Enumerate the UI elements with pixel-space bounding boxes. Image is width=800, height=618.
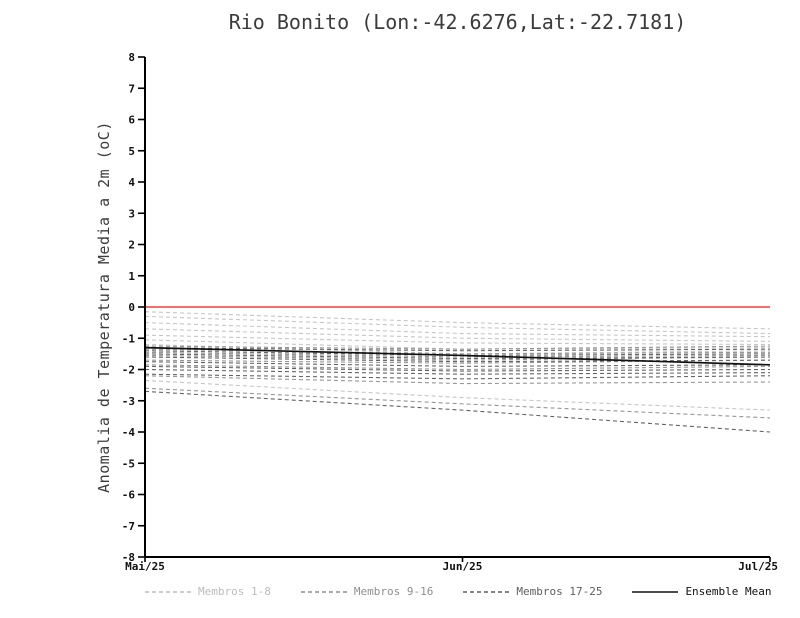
y-tick-label: 5: [128, 145, 135, 158]
y-tick-label: 8: [128, 51, 135, 64]
series-membro-15: [144, 375, 771, 385]
y-tick-label: 3: [128, 207, 135, 220]
y-tick-label: -4: [122, 426, 136, 439]
y-tick-label: 7: [128, 82, 135, 95]
series-membro-14: [144, 364, 771, 371]
legend-line-sample: [145, 590, 191, 593]
series-membro-19: [144, 353, 771, 360]
y-tick-label: 1: [128, 270, 135, 283]
series-membro-8: [144, 379, 771, 411]
legend-item: Membros 1-8: [145, 585, 271, 598]
y-tick-label: 2: [128, 239, 135, 252]
y-tick-label: 0: [128, 301, 135, 314]
series-membro-5: [144, 334, 771, 346]
series-membro-4: [144, 328, 771, 342]
legend-line-sample: [632, 590, 679, 593]
y-tick-label: 6: [128, 114, 135, 127]
x-tick-label: Mai/25: [125, 560, 165, 573]
series-membro-11: [144, 351, 771, 358]
x-tick-label: Jul/25: [738, 560, 778, 573]
legend-item: Ensemble Mean: [632, 585, 772, 598]
legend-line-sample: [463, 590, 510, 593]
legend-label: Membros 1-8: [198, 585, 271, 598]
y-tick-label: -6: [122, 489, 136, 502]
series-ensemble-mean: [144, 346, 771, 366]
legend-line-sample: [300, 590, 347, 593]
chart-title: Rio Bonito (Lon:-42.6276,Lat:-22.7181): [228, 10, 687, 34]
y-tick-label: -3: [122, 395, 135, 408]
legend: Membros 1-8 Membros 9-16 Membros 17-25 Ense…: [145, 585, 785, 598]
series-membro-24: [144, 373, 771, 380]
series-membro-25: [144, 390, 771, 433]
legend-label: Ensemble Mean: [685, 585, 772, 598]
series-membro-12: [144, 354, 771, 361]
series-membro-22: [144, 365, 771, 372]
series-membro-3: [144, 322, 771, 338]
y-tick-label: -5: [122, 457, 135, 470]
y-tick-label: 4: [128, 176, 135, 189]
series-membro-16: [144, 387, 771, 419]
series-membro-9: [144, 345, 771, 350]
series-membro-2: [144, 315, 771, 335]
y-tick-label: -8: [122, 551, 135, 564]
series-membro-21: [144, 361, 771, 367]
series-membro-20: [144, 356, 771, 363]
legend-item: Membros 17-25: [463, 585, 602, 598]
y-tick-label: -7: [122, 520, 135, 533]
x-tick-label: Jun/25: [443, 560, 483, 573]
legend-label: Membros 9-16: [353, 585, 434, 598]
legend-item: Membros 9-16: [300, 585, 434, 598]
y-tick-label: -1: [122, 332, 136, 345]
y-tick-label: -2: [122, 364, 135, 377]
series-membro-17: [144, 347, 771, 352]
series-membro-1: [144, 311, 771, 330]
legend-label: Membros 17-25: [516, 585, 603, 598]
series-membro-13: [144, 359, 771, 364]
series-membro-23: [144, 368, 771, 375]
